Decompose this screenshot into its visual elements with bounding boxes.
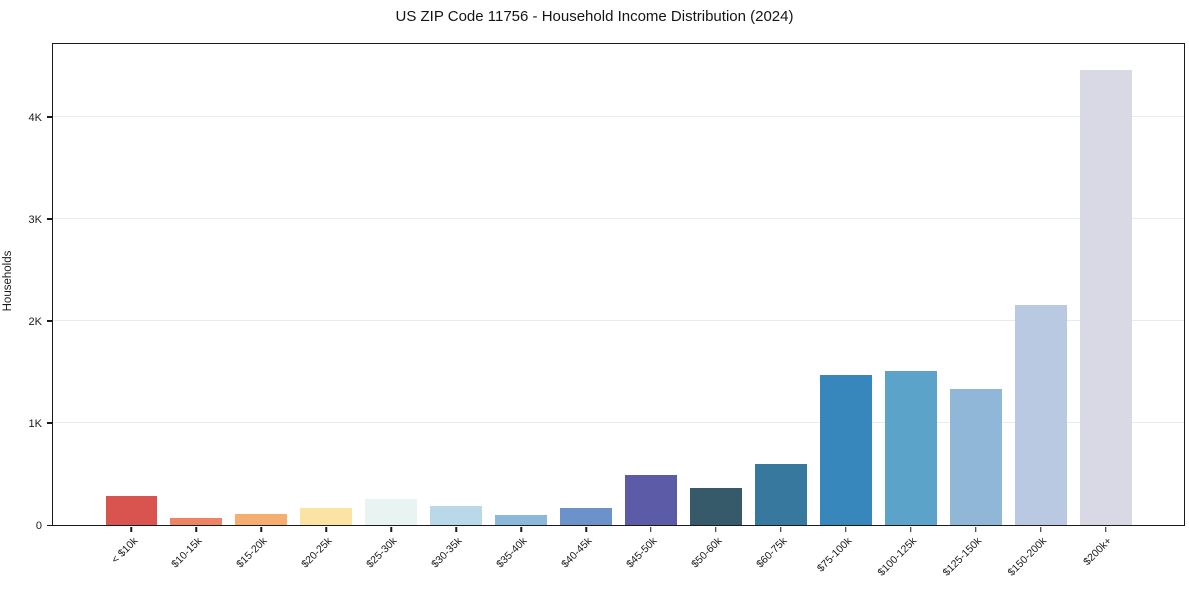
x-tick-mark bbox=[650, 527, 652, 532]
x-tick-label: $40-45k bbox=[559, 535, 595, 571]
bar-slot: $15-20k bbox=[229, 44, 294, 570]
x-tick-mark bbox=[455, 527, 457, 532]
bar-100-125k bbox=[884, 370, 937, 525]
x-tick-mark bbox=[325, 527, 328, 532]
bar-slot: $45-50k bbox=[619, 44, 684, 570]
plot-area: < $10k $10-15k $15-20k $20-25k $25-30k $30-35… bbox=[52, 43, 1185, 579]
bar-slot: $75-100k bbox=[813, 44, 878, 574]
bar-25-30k bbox=[365, 499, 418, 525]
y-tick-label: 0 bbox=[35, 520, 42, 532]
x-tick-mark bbox=[390, 527, 392, 532]
x-tick-label: $30-35k bbox=[429, 535, 465, 571]
x-tick-label: $75-100k bbox=[814, 535, 855, 575]
x-tick-label: $200k+ bbox=[1080, 535, 1115, 569]
bar-10k bbox=[105, 496, 158, 525]
x-tick-label: $10-15k bbox=[169, 535, 205, 571]
bar-slot: $40-45k bbox=[554, 44, 619, 570]
y-tick-label: 1K bbox=[28, 417, 42, 430]
bar-150-200k bbox=[1014, 305, 1067, 525]
bar-50-60k bbox=[689, 488, 742, 525]
y-tick-mark bbox=[47, 320, 52, 322]
x-tick-label: $15-20k bbox=[234, 535, 270, 571]
x-tick-mark bbox=[780, 527, 782, 532]
y-tick-label: 4K bbox=[28, 111, 42, 124]
y-tick-mark bbox=[47, 422, 52, 424]
bar-slot: $35-40k bbox=[489, 44, 554, 570]
x-tick-mark bbox=[1104, 527, 1107, 532]
bar-slot: $30-35k bbox=[424, 44, 489, 570]
y-tick-mark bbox=[47, 524, 52, 526]
bar-slot: $50-60k bbox=[683, 44, 748, 570]
bar-60-75k bbox=[754, 463, 807, 525]
gridline-2K bbox=[53, 319, 1184, 321]
bar-10-15k bbox=[170, 518, 223, 525]
x-tick-mark bbox=[909, 527, 912, 532]
bar-slot: $100-125k bbox=[876, 44, 943, 579]
x-tick-mark bbox=[715, 527, 717, 532]
bar-15-20k bbox=[235, 513, 288, 525]
bar-slot: $10-15k bbox=[164, 44, 229, 570]
y-tick-label: 3K bbox=[28, 213, 42, 226]
bar-125-150k bbox=[949, 389, 1002, 525]
bars-row: < $10k $10-15k $15-20k $20-25k $25-30k $30-35… bbox=[53, 44, 1184, 579]
bar-slot: $20-25k bbox=[294, 44, 359, 570]
x-tick-label: < $10k bbox=[108, 535, 140, 566]
x-tick-mark bbox=[974, 527, 977, 532]
bar-slot: $25-30k bbox=[359, 44, 424, 570]
gridline-4K bbox=[53, 115, 1184, 117]
x-tick-label: $20-25k bbox=[299, 535, 335, 571]
gridline-3K bbox=[53, 217, 1184, 219]
y-tick-mark bbox=[47, 116, 52, 118]
x-tick-label: $60-75k bbox=[754, 535, 790, 571]
bar-slot: $125-150k bbox=[941, 44, 1008, 579]
x-tick-label: $25-30k bbox=[364, 535, 400, 571]
bar-200k+ bbox=[1079, 69, 1132, 525]
x-tick-label: $125-150k bbox=[940, 535, 985, 579]
x-tick-label: $100-125k bbox=[875, 535, 920, 579]
x-tick-mark bbox=[520, 527, 522, 532]
bar-30-35k bbox=[430, 506, 483, 525]
bar-40-45k bbox=[560, 507, 612, 525]
bar-slot: < $10k bbox=[99, 44, 164, 566]
chart-title: US ZIP Code 11756 - Household Income Dis… bbox=[395, 8, 794, 25]
x-tick-label: $35-40k bbox=[494, 535, 530, 571]
x-tick-label: $150-200k bbox=[1005, 535, 1050, 579]
bar-slot: $200k+ bbox=[1073, 44, 1138, 568]
bar-75-100k bbox=[819, 374, 872, 525]
x-tick-mark bbox=[195, 527, 198, 532]
x-tick-label: $45-50k bbox=[624, 535, 660, 571]
x-tick-mark bbox=[130, 527, 133, 532]
bar-35-40k bbox=[495, 514, 548, 525]
x-tick-mark bbox=[585, 527, 587, 532]
bar-slot: $150-200k bbox=[1006, 44, 1073, 579]
x-tick-label: $50-60k bbox=[689, 535, 725, 571]
y-tick-label: 2K bbox=[28, 315, 42, 328]
bar-slot: $60-75k bbox=[748, 44, 813, 570]
bar-45-50k bbox=[625, 474, 677, 525]
x-tick-mark bbox=[260, 527, 263, 532]
bar-20-25k bbox=[300, 507, 353, 525]
gridline-1K bbox=[53, 421, 1184, 423]
x-tick-mark bbox=[1039, 527, 1042, 532]
x-tick-mark bbox=[845, 527, 847, 532]
y-tick-mark bbox=[47, 218, 52, 220]
y-axis: 0 1K 2K 3K 4K bbox=[0, 43, 52, 532]
